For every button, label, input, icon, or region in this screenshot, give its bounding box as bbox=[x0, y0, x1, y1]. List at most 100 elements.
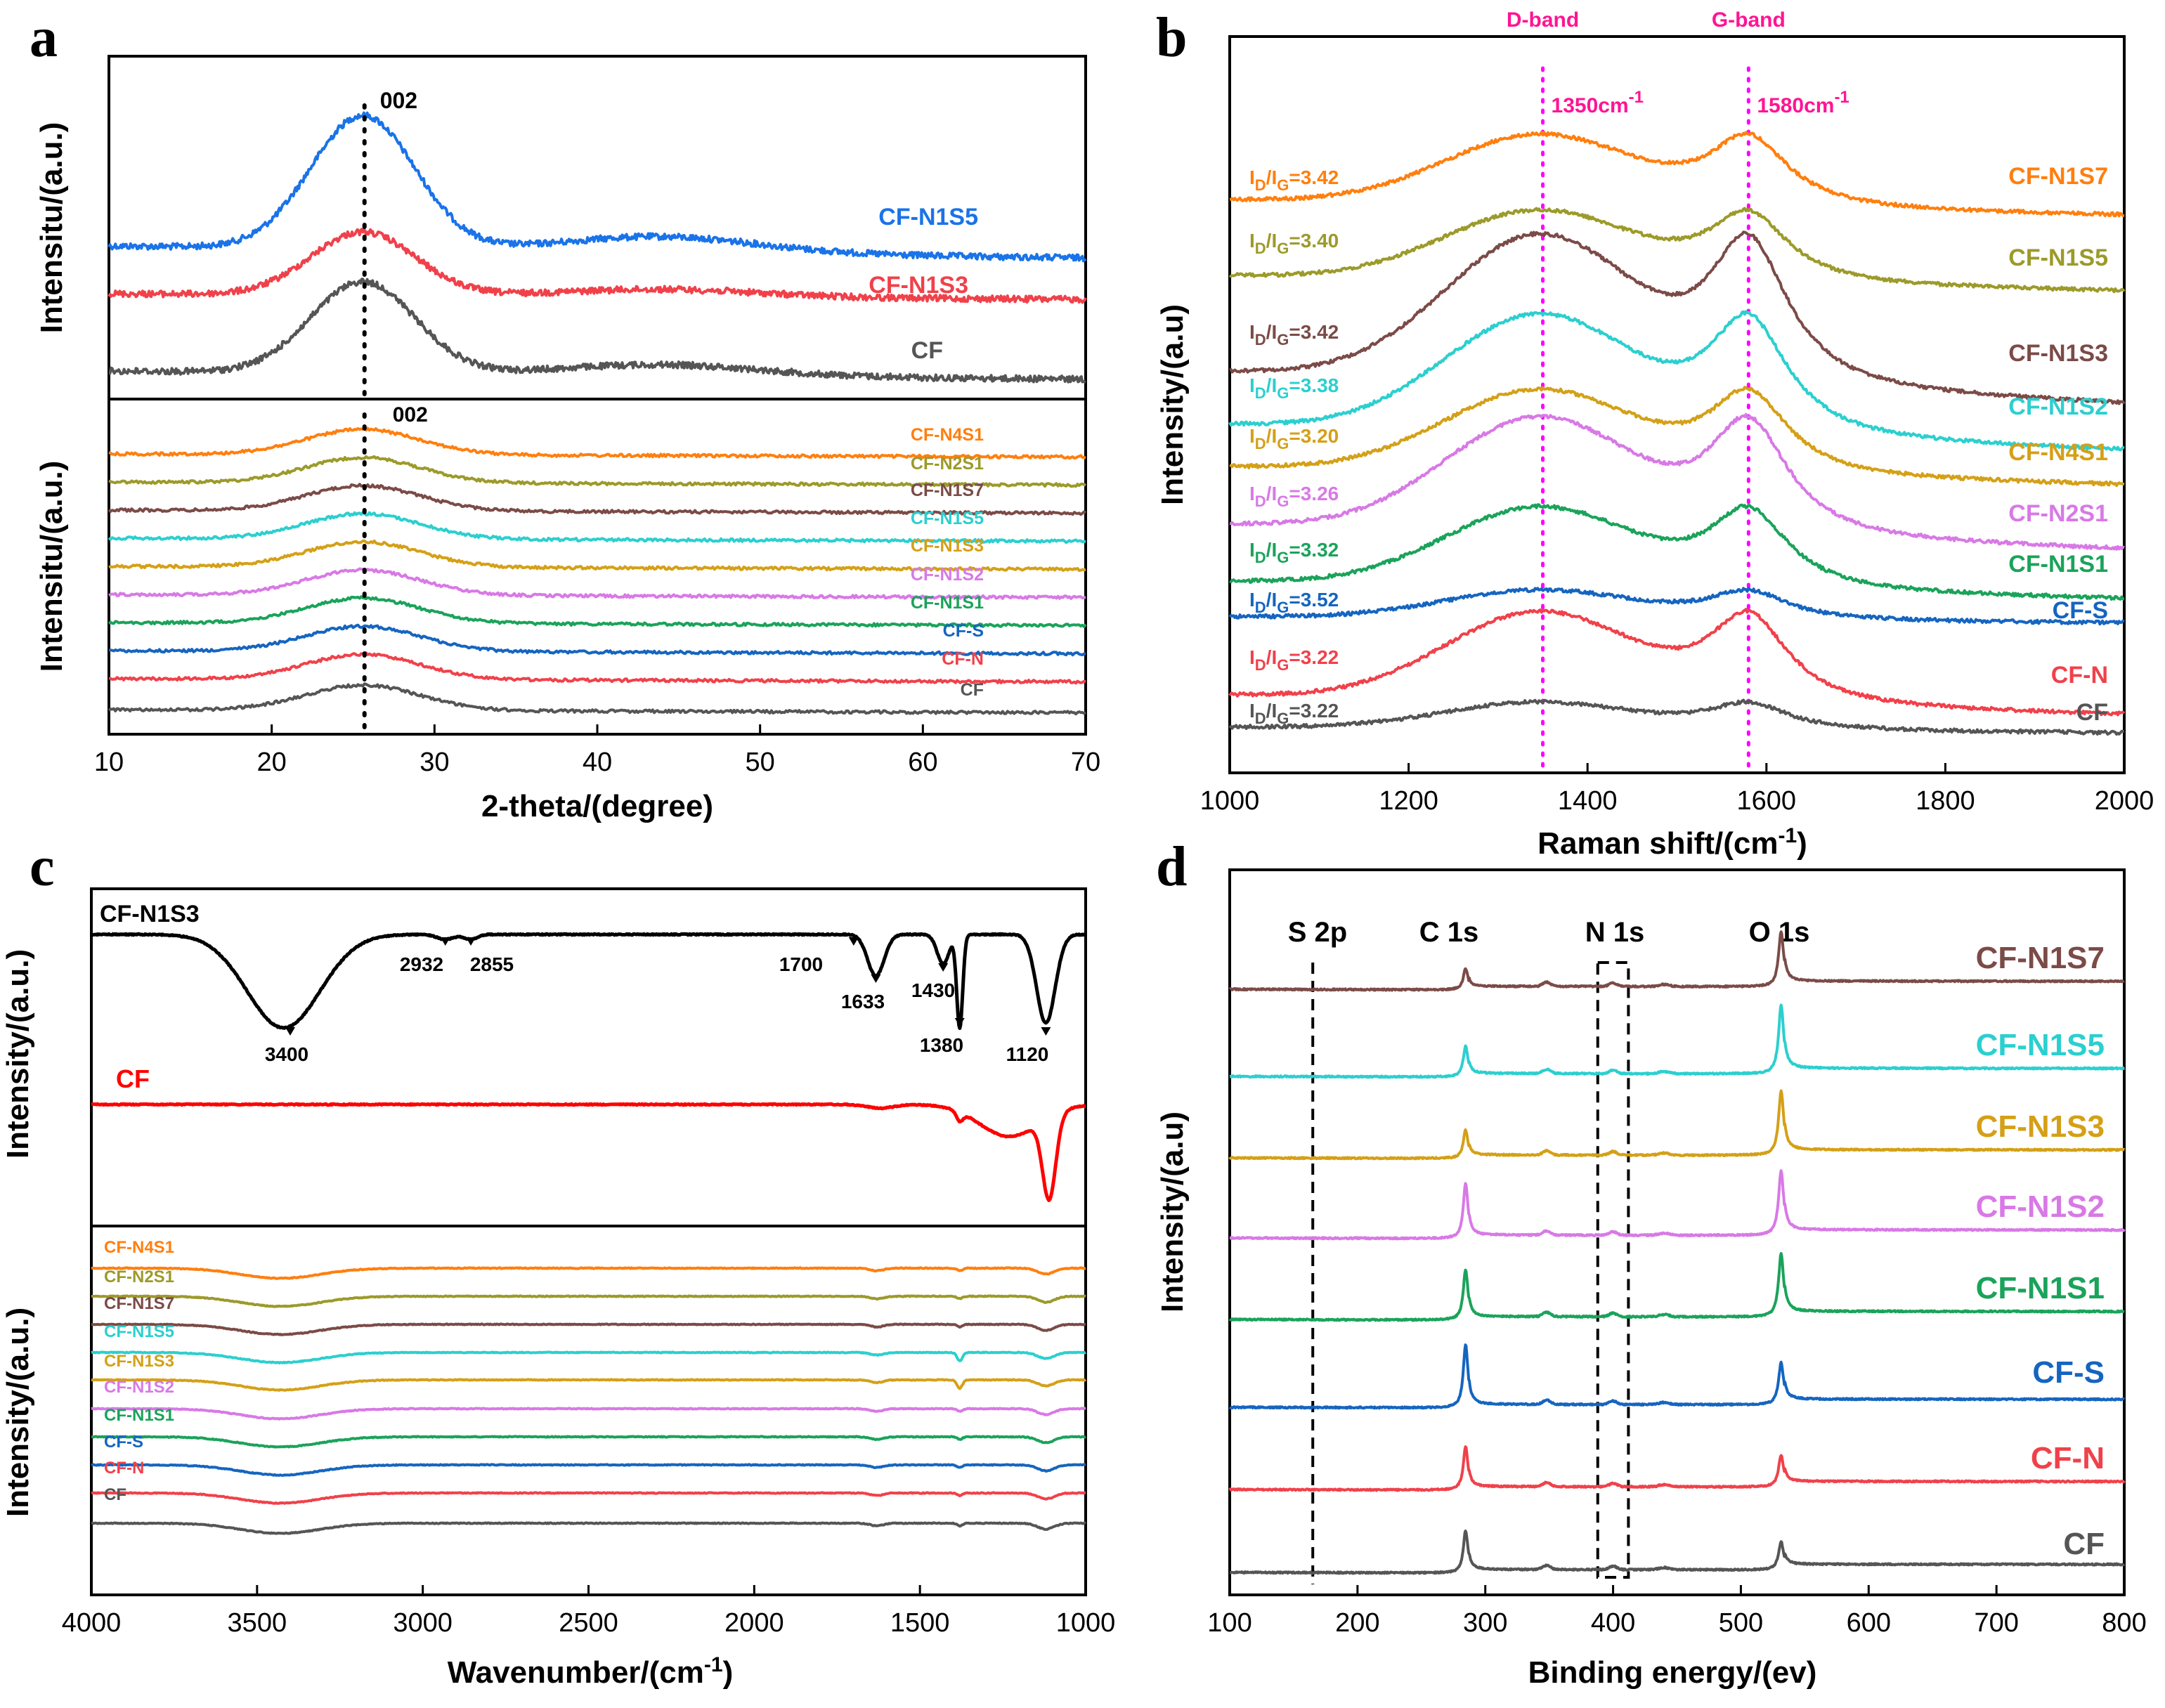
xrd-bottom-legend-CF-S: CF-S bbox=[943, 621, 984, 641]
raman-legend-CF-N: CF-N bbox=[2051, 662, 2108, 689]
xrd-bottom-line-CF-N1S3 bbox=[108, 539, 1086, 572]
raman-ratio-CF-N1S3: ID/IG=3.42 bbox=[1249, 321, 1339, 348]
xps-y-axis-label: Intensity/(a.u) bbox=[1155, 1111, 1190, 1312]
ftir-bottom-legend-CF-S: CF-S bbox=[104, 1433, 143, 1452]
raman-line-CF-N1S1 bbox=[1228, 503, 2125, 601]
raman-ratio-CF-N1S2: ID/IG=3.38 bbox=[1249, 374, 1339, 402]
ftir-bottom-line-CF-N1S5 bbox=[91, 1350, 1086, 1364]
ftir-peak-label-1380: 1380 bbox=[920, 1034, 963, 1056]
ftir-bottom-legend-CF-N1S3: CF-N1S3 bbox=[104, 1352, 174, 1371]
xps-axes bbox=[1228, 868, 2126, 1596]
ftir-peak-label-3400: 3400 bbox=[265, 1043, 308, 1065]
xrd-bottom-legend-CF-N2S1: CF-N2S1 bbox=[911, 454, 984, 474]
raman-tick-label-1600: 1600 bbox=[1737, 786, 1797, 816]
ftir-top-line-CF bbox=[90, 1102, 1087, 1202]
raman-line-CF-N1S2 bbox=[1228, 310, 2125, 452]
xrd-tick-label-60: 60 bbox=[908, 748, 937, 777]
xps-legend-CF-S: CF-S bbox=[2032, 1355, 2105, 1390]
xrd-bottom-legend-CF-N1S3: CF-N1S3 bbox=[911, 536, 984, 556]
ftir-bottom-legend-CF: CF bbox=[104, 1485, 126, 1504]
xps-peak-label-C-1s: C 1s bbox=[1419, 917, 1479, 948]
xps-line-CF-N1S1 bbox=[1228, 1252, 2126, 1322]
xrd-top-line-CF-N1S3 bbox=[108, 228, 1087, 304]
xrd-bottom-line-CF-N1S5 bbox=[108, 511, 1086, 545]
xps-line-CF-N1S3 bbox=[1228, 1089, 2126, 1161]
xrd-top-legend-CF-N1S5: CF-N1S5 bbox=[878, 204, 978, 230]
xps-legend-CF: CF bbox=[2063, 1527, 2105, 1561]
ftir-peak-label-1120: 1120 bbox=[1006, 1043, 1049, 1065]
xps-line-CF bbox=[1228, 1530, 2126, 1575]
ftir-bottom-legend-CF-N4S1: CF-N4S1 bbox=[104, 1238, 174, 1257]
xps-legend-CF-N1S2: CF-N1S2 bbox=[1976, 1189, 2105, 1224]
raman-ratio-CF-N1S1: ID/IG=3.32 bbox=[1249, 539, 1339, 566]
raman-line-CF-N1S7 bbox=[1229, 131, 2125, 218]
ftir-peak-arrow-1380 bbox=[954, 1018, 965, 1026]
xrd-bottom-y-axis-label: Intensitu/(a.u.) bbox=[34, 461, 69, 672]
raman-ratio-CF-S: ID/IG=3.52 bbox=[1249, 589, 1339, 616]
raman-line-CF-N1S5 bbox=[1228, 207, 2126, 294]
ftir-top-legend-CF: CF bbox=[116, 1064, 150, 1093]
ftir-peak-arrow-1430 bbox=[938, 963, 949, 972]
xps-tick-label-500: 500 bbox=[1719, 1608, 1763, 1638]
panel-label-b: b bbox=[1156, 7, 1188, 69]
raman-legend-CF-N1S7: CF-N1S7 bbox=[2008, 163, 2108, 190]
xps-n1s-dashed-box bbox=[1596, 961, 1630, 1579]
xps-line-CF-N1S7 bbox=[1228, 930, 2126, 992]
xrd-top-line-CF-N1S5 bbox=[108, 111, 1087, 263]
raman-tick-label-1400: 1400 bbox=[1558, 786, 1618, 816]
xps-peak-label-N-1s: N 1s bbox=[1585, 917, 1645, 948]
xrd-top-legend-CF: CF bbox=[911, 337, 943, 364]
xrd-bottom-legend-CF-N1S2: CF-N1S2 bbox=[911, 565, 984, 585]
raman-legend-CF-N1S1: CF-N1S1 bbox=[2008, 551, 2108, 578]
xps-tick-label-700: 700 bbox=[1974, 1608, 2018, 1638]
ftir-bottom-legend-CF-N: CF-N bbox=[104, 1459, 144, 1478]
xrd-bottom-legend-CF-N: CF-N bbox=[942, 649, 984, 669]
ftir-bottom-line-CF bbox=[91, 1521, 1087, 1535]
ftir-bottom-line-CF-N1S2 bbox=[91, 1407, 1086, 1421]
ftir-bottom-legend-CF-N1S7: CF-N1S7 bbox=[104, 1294, 174, 1313]
ftir-peak-arrow-1633 bbox=[871, 974, 881, 983]
ftir-peak-arrow-2932 bbox=[440, 937, 450, 946]
xps-legend-CF-N1S3: CF-N1S3 bbox=[1976, 1109, 2105, 1144]
xrd-tick-label-30: 30 bbox=[420, 748, 449, 777]
ftir-tick-label-2500: 2500 bbox=[559, 1608, 618, 1638]
raman-axes bbox=[1228, 35, 2126, 774]
raman-line-CF-N bbox=[1228, 608, 2126, 717]
ftir-bottom-line-CF-N1S1 bbox=[91, 1435, 1086, 1449]
ftir-bottom-legend-CF-N2S1: CF-N2S1 bbox=[104, 1267, 174, 1286]
raman-ratio-CF-N1S7: ID/IG=3.42 bbox=[1249, 167, 1339, 194]
xps-line-CF-N1S2 bbox=[1228, 1169, 2126, 1241]
xrd-top-y-axis-label: Intensitu/(a.u.) bbox=[34, 122, 69, 334]
xps-peak-label-S-2p: S 2p bbox=[1288, 917, 1347, 948]
xrd-x-axis-label: 2-theta/(degree) bbox=[481, 789, 713, 823]
ftir-tick-label-1000: 1000 bbox=[1056, 1608, 1116, 1638]
raman-legend-CF-N1S2: CF-N1S2 bbox=[2008, 393, 2108, 420]
xrd-bottom-line-CF-N bbox=[108, 651, 1086, 685]
ftir-tick-label-3000: 3000 bbox=[393, 1608, 453, 1638]
raman-tick-label-1200: 1200 bbox=[1379, 786, 1438, 816]
ftir-top-line-CF-N1S3 bbox=[90, 932, 1087, 1030]
raman-tick-label-2000: 2000 bbox=[2095, 786, 2154, 816]
xrd-bottom-line-CF-N1S2 bbox=[108, 567, 1086, 600]
raman-D-band-title: D-band bbox=[1507, 8, 1579, 32]
raman-legend-CF-N2S1: CF-N2S1 bbox=[2008, 500, 2108, 527]
raman-G-band-title: G-band bbox=[1712, 8, 1786, 32]
ftir-peak-label-2855: 2855 bbox=[470, 953, 514, 975]
raman-legend-CF-N1S5: CF-N1S5 bbox=[2008, 245, 2108, 271]
ftir-peak-arrow-1120 bbox=[1041, 1027, 1051, 1036]
xps-legend-CF-N1S5: CF-N1S5 bbox=[1976, 1028, 2105, 1062]
xps-tick-label-100: 100 bbox=[1207, 1608, 1251, 1638]
raman-y-axis-label: Intensity/(a.u) bbox=[1155, 304, 1190, 505]
xrd-bottom-legend-CF-N1S7: CF-N1S7 bbox=[911, 481, 984, 500]
xps-tick-label-600: 600 bbox=[1847, 1608, 1891, 1638]
xrd-bottom-legend-CF: CF bbox=[961, 680, 984, 700]
raman-ratio-CF-N2S1: ID/IG=3.26 bbox=[1249, 483, 1339, 510]
raman-legend-CF-N4S1: CF-N4S1 bbox=[2008, 439, 2108, 466]
panel-label-a: a bbox=[30, 7, 58, 69]
raman-legend-CF-S: CF-S bbox=[2053, 597, 2108, 624]
ftir-bottom-line-CF-N2S1 bbox=[91, 1294, 1086, 1308]
raman-ratio-CF-N1S5: ID/IG=3.40 bbox=[1249, 230, 1339, 257]
raman-tick-label-1800: 1800 bbox=[1916, 786, 1975, 816]
ftir-peak-arrow-1700 bbox=[848, 937, 859, 946]
raman-ratio-CF-N: ID/IG=3.22 bbox=[1249, 646, 1339, 674]
